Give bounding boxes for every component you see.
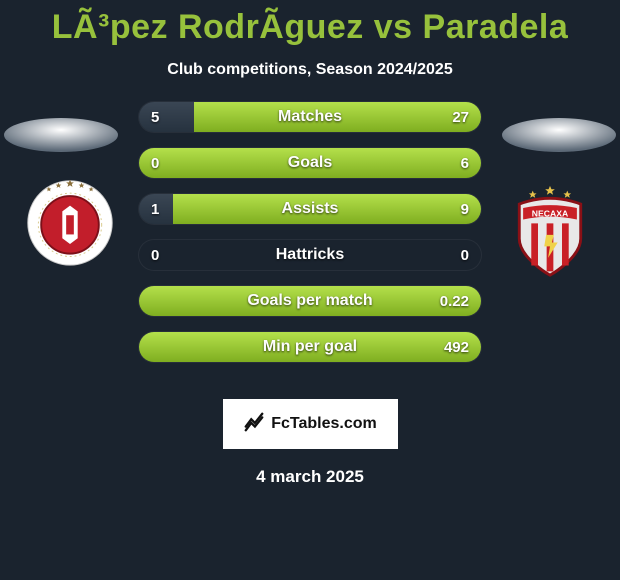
team-crest-right: NECAXA (502, 183, 598, 279)
stat-value-right: 0 (461, 240, 469, 270)
page-subtitle: Club competitions, Season 2024/2025 (0, 61, 620, 79)
stat-value-left: 0 (151, 148, 159, 178)
stat-label: Matches (139, 102, 481, 132)
stat-label: Assists (139, 194, 481, 224)
footer-badge: FcTables.com (223, 399, 398, 449)
stat-label: Hattricks (139, 240, 481, 270)
page-title: LÃ³pez RodrÃ­guez vs Paradela (0, 0, 620, 47)
stat-row: Min per goal492 (138, 331, 482, 363)
stat-bars: Matches527Goals06Assists19Hattricks00Goa… (138, 101, 482, 363)
stat-value-right: 492 (444, 332, 469, 362)
stat-value-right: 6 (461, 148, 469, 178)
stat-value-right: 27 (452, 102, 469, 132)
svg-text:NECAXA: NECAXA (532, 209, 568, 219)
stat-value-left: 1 (151, 194, 159, 224)
player-ellipse-right (500, 116, 618, 154)
stat-label: Goals (139, 148, 481, 178)
stat-row: Hattricks0 0 (138, 239, 482, 271)
player-ellipse-left (2, 116, 120, 154)
footer-text: FcTables.com (271, 415, 377, 433)
stat-value-right: 9 (461, 194, 469, 224)
chart-icon (243, 411, 265, 438)
team-crest-left (22, 173, 118, 269)
stat-label: Min per goal (139, 332, 481, 362)
stat-value-right: 0.22 (440, 286, 469, 316)
stat-value-left: 0 (151, 240, 159, 270)
stat-label: Goals per match (139, 286, 481, 316)
stat-value-left: 5 (151, 102, 159, 132)
stat-row: Matches5 27 (138, 101, 482, 133)
stat-row: Assists1 9 (138, 193, 482, 225)
date-label: 4 march 2025 (0, 467, 620, 487)
stat-row: Goals0 6 (138, 147, 482, 179)
stat-row: Goals per match0.22 (138, 285, 482, 317)
comparison-arena: NECAXA Matches527Goals06Assists19Hattric… (0, 101, 620, 381)
